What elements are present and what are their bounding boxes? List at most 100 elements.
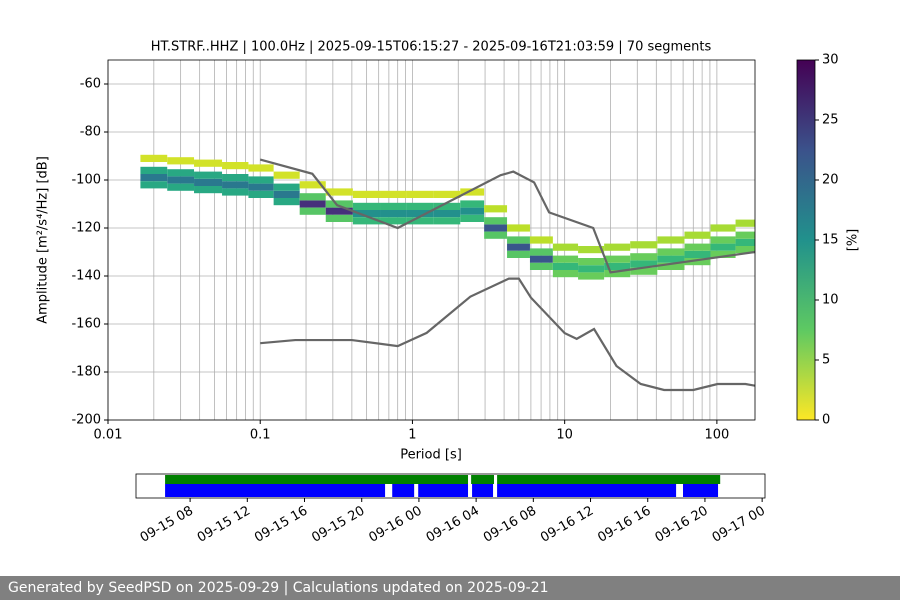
footer: Generated by SeedPSD on 2025-09-29 | Cal… <box>0 576 900 600</box>
heatmap-cell <box>248 183 274 191</box>
heatmap-cell <box>529 248 553 256</box>
heatmap-cell <box>529 236 553 244</box>
heatmap-cell <box>273 183 300 191</box>
heatmap-cell <box>578 258 605 266</box>
y-tick-label: -80 <box>80 125 101 140</box>
heatmap-cell <box>735 246 755 254</box>
x-tick-label: 09-16 12 <box>538 504 596 546</box>
heatmap-cell <box>657 255 685 263</box>
heatmap-cell <box>578 265 605 273</box>
heatmap-cell <box>578 246 605 254</box>
x-axis-label: Period [s] <box>400 448 462 463</box>
y-tick-label: -200 <box>71 413 101 428</box>
x-tick-label: 09-16 00 <box>367 504 425 546</box>
heatmap-cell <box>222 181 249 189</box>
heatmap-cell <box>507 236 530 244</box>
heatmap-cell <box>352 190 381 198</box>
heatmap-cell <box>248 190 274 198</box>
heatmap-cell <box>406 202 434 210</box>
coverage-segment <box>472 484 494 497</box>
heatmap-cell <box>735 231 755 239</box>
heatmap-cell <box>299 181 326 189</box>
chart: HT.STRF..HHZ | 100.0Hz | 2025-09-15T06:1… <box>36 40 861 546</box>
x-tick-label: 09-15 08 <box>138 504 196 546</box>
heatmap-cell <box>630 253 658 261</box>
heatmap-cell <box>529 255 553 263</box>
noise-model-line <box>259 158 755 274</box>
heatmap-cell <box>630 267 658 275</box>
x-tick-label: 09-17 00 <box>710 504 768 546</box>
heatmap-cell <box>552 270 579 278</box>
noise-model-line <box>260 277 755 392</box>
heatmap-cell <box>507 250 530 258</box>
heatmap-cell <box>352 217 381 225</box>
heatmap-cell <box>684 231 711 239</box>
heatmap-cell <box>380 210 407 218</box>
plot-frame <box>107 59 756 421</box>
heatmap-cell <box>352 202 381 210</box>
heatmap-cell <box>735 219 755 227</box>
heatmap-cell <box>167 183 195 191</box>
heatmap-cell <box>433 210 461 218</box>
heatmap-cell <box>657 236 685 244</box>
heatmap-cell <box>684 243 711 251</box>
heatmap-cell <box>380 217 407 225</box>
x-tick-label: 100 <box>704 428 729 443</box>
heatmap-cell <box>406 210 434 218</box>
heatmap-cell <box>710 243 736 251</box>
heatmap-cell <box>484 217 508 225</box>
heatmap-cell <box>194 159 223 167</box>
coverage-segment <box>471 475 494 484</box>
x-tick-label: 09-16 04 <box>424 504 482 546</box>
heatmap-cell <box>352 210 381 218</box>
x-tick-label: 09-16 16 <box>595 504 653 546</box>
coverage-segment <box>497 484 677 497</box>
heatmap-cell <box>507 224 530 232</box>
colorbar-tick-label: 25 <box>822 113 839 128</box>
heatmap-cell <box>657 262 685 270</box>
y-tick-label: -160 <box>71 317 101 332</box>
heatmap-cell <box>630 260 658 268</box>
y-axis-label: Amplitude [m²/s⁴/Hz] [dB] <box>36 156 51 324</box>
heatmap-cell <box>194 186 223 194</box>
heatmap-cell <box>604 270 631 278</box>
heatmap-cell <box>460 200 485 208</box>
heatmap-cell <box>194 171 223 179</box>
heatmap-cell <box>484 231 508 239</box>
y-tick-label: -100 <box>71 173 101 188</box>
colorbar-tick-label: 0 <box>822 413 830 428</box>
heatmap-cell <box>325 214 353 222</box>
heatmap-cell <box>299 200 326 208</box>
x-tick-label: 0.01 <box>94 428 123 443</box>
heatmap-cell <box>710 236 736 244</box>
y-tick-label: -120 <box>71 221 101 236</box>
heatmap-cell <box>380 202 407 210</box>
x-tick-label: 09-15 20 <box>309 504 367 546</box>
heatmap-cell <box>325 188 353 196</box>
y-tick-label: -60 <box>80 77 101 92</box>
colorbar-tick-label: 5 <box>822 353 830 368</box>
heatmap-cell <box>140 174 168 182</box>
chart-title: HT.STRF..HHZ | 100.0Hz | 2025-09-15T06:1… <box>151 40 712 55</box>
heatmap-cell <box>433 190 461 198</box>
heatmap-cell <box>140 181 168 189</box>
heatmap-cell <box>167 169 195 177</box>
coverage-segment <box>392 484 415 497</box>
heatmap-cell <box>325 200 353 208</box>
colorbar-tick-label: 20 <box>822 173 839 188</box>
heatmap-cell <box>273 190 300 198</box>
heatmap-cell <box>710 224 736 232</box>
heatmap-cell <box>552 243 579 251</box>
heatmap-cell <box>248 176 274 184</box>
heatmap-cell <box>248 164 274 172</box>
heatmap-cell <box>194 178 223 186</box>
y-tick-label: -180 <box>71 365 101 380</box>
heatmap-cell <box>406 190 434 198</box>
heatmap-cell <box>222 188 249 196</box>
heatmap-cell <box>507 243 530 251</box>
heatmap-cell <box>273 171 300 179</box>
heatmap-cell <box>325 207 353 215</box>
coverage-segment <box>683 484 719 497</box>
colorbar-label: [%] <box>846 229 861 252</box>
timeline-frame <box>135 473 766 499</box>
